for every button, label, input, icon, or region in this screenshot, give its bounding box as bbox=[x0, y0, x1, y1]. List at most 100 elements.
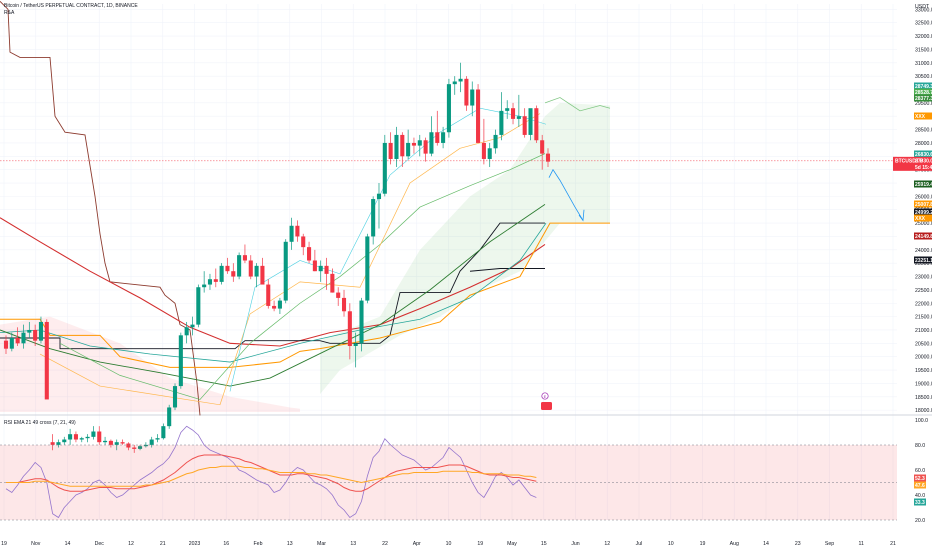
price-tag bbox=[914, 82, 932, 90]
price-tick-label: 31000.0 bbox=[915, 61, 932, 67]
candle-body bbox=[312, 260, 317, 272]
candle-body bbox=[97, 431, 102, 443]
earnings-flag bbox=[541, 402, 552, 410]
candle-body bbox=[85, 436, 90, 439]
conversion-line bbox=[0, 1, 201, 416]
candle-body bbox=[108, 440, 113, 445]
candle-body bbox=[435, 132, 440, 143]
price-tag-value: 28377.3 bbox=[915, 96, 932, 102]
candle-body bbox=[27, 329, 32, 333]
time-tick-label: 21 bbox=[160, 541, 166, 547]
candle-body bbox=[277, 300, 282, 309]
price-tag bbox=[914, 208, 932, 216]
price-tick-label: 30500.0 bbox=[915, 74, 932, 80]
candle-body bbox=[56, 442, 61, 445]
candle-body bbox=[161, 426, 166, 439]
candle-body bbox=[371, 199, 376, 237]
price-tag-value: 24999.2 bbox=[915, 210, 932, 216]
price-tag-value: 25919.4 bbox=[915, 182, 932, 188]
rsi-panel: 20.0 40.0 60.0 80.0 100.0 52.347.6 33.3 bbox=[0, 418, 928, 524]
rsi-value-tag bbox=[914, 498, 926, 506]
candle-body bbox=[376, 193, 382, 200]
price-tick-label: 18000.0 bbox=[915, 408, 932, 414]
candle-body bbox=[499, 110, 504, 135]
candle-body bbox=[272, 305, 277, 309]
candle-body bbox=[9, 337, 14, 349]
time-tick-label: Jun bbox=[571, 541, 579, 547]
candle-body bbox=[545, 153, 551, 162]
candle-body bbox=[493, 134, 498, 149]
candle-body bbox=[126, 443, 131, 448]
ema-teal bbox=[0, 222, 547, 363]
event-marker bbox=[541, 392, 549, 400]
price-tag-value: XXX bbox=[915, 114, 926, 120]
candle-body bbox=[231, 271, 236, 277]
candle-body bbox=[132, 447, 137, 449]
price-tag-value: 28528.7 bbox=[915, 90, 932, 96]
candle-body bbox=[365, 236, 370, 301]
price-tick-label: 24000.0 bbox=[915, 248, 932, 254]
price-tag bbox=[914, 150, 932, 158]
candle-body bbox=[382, 142, 387, 194]
price-tag bbox=[914, 180, 932, 188]
candle-body bbox=[289, 225, 294, 242]
price-tick-label: 21500.0 bbox=[915, 315, 932, 321]
candle-body bbox=[406, 142, 411, 157]
leading-span bbox=[0, 222, 610, 368]
candle-body bbox=[38, 321, 44, 341]
time-tick-label: 21 bbox=[890, 541, 896, 547]
candle-body bbox=[423, 140, 428, 154]
event-marker-label: E bbox=[544, 394, 547, 399]
candle-body bbox=[283, 241, 288, 301]
candle-body bbox=[91, 431, 96, 437]
candle-body bbox=[21, 332, 26, 344]
price-tick-label: 20500.0 bbox=[915, 341, 932, 347]
candle-body bbox=[167, 407, 172, 427]
rsi-series-line bbox=[5, 425, 537, 519]
price-tick-label: 23000.0 bbox=[915, 275, 932, 281]
candle-body bbox=[347, 311, 352, 347]
price-tag-value: XXX bbox=[915, 216, 926, 222]
rsi-tick-label: 20.0 bbox=[915, 518, 925, 524]
cloud-edge-line bbox=[544, 97, 611, 112]
time-tick-label: Feb bbox=[254, 541, 263, 547]
time-tick-label: 16 bbox=[223, 541, 229, 547]
price-tag bbox=[914, 112, 932, 120]
candle-body bbox=[452, 81, 457, 85]
time-tick-label: Aug bbox=[730, 541, 739, 547]
candle-body bbox=[295, 225, 300, 237]
candle-body bbox=[481, 142, 486, 159]
annotations: E bbox=[541, 168, 585, 410]
bearish-cloud bbox=[0, 316, 300, 412]
price-tick-label: 19000.0 bbox=[915, 381, 932, 387]
candle-body bbox=[207, 279, 213, 285]
candle-body bbox=[196, 287, 201, 325]
price-tag-value: 25007.8 bbox=[915, 202, 932, 208]
time-tick-label: Mar bbox=[317, 541, 326, 547]
current-price-tag bbox=[893, 156, 932, 171]
time-tick-label: 13 bbox=[287, 541, 293, 547]
candle-body bbox=[190, 324, 195, 328]
candle-body bbox=[301, 236, 306, 248]
ema-green bbox=[0, 204, 546, 387]
price-tag-value: 24149.8 bbox=[915, 234, 932, 240]
rsi-value-tag bbox=[914, 481, 926, 489]
candle-body bbox=[400, 134, 405, 157]
candle-body bbox=[120, 442, 125, 444]
time-tick-label: Jul bbox=[636, 541, 643, 547]
current-price-pair: BTCUSDT.P bbox=[895, 158, 924, 164]
ma-200 bbox=[0, 217, 546, 347]
price-tick-label: 33000.0 bbox=[915, 7, 932, 13]
projection-arrowhead bbox=[578, 209, 585, 222]
price-tick-label: 18500.0 bbox=[915, 395, 932, 401]
candle-body bbox=[172, 386, 178, 408]
candle-body bbox=[143, 444, 148, 447]
time-tick-label: May bbox=[507, 541, 517, 547]
candle-body bbox=[184, 327, 189, 336]
time-tick-label: 10 bbox=[446, 541, 452, 547]
candle-body bbox=[260, 265, 265, 285]
candle-body bbox=[458, 78, 463, 82]
candle-body bbox=[138, 446, 143, 449]
price-tick-label: 31500.0 bbox=[915, 47, 932, 53]
